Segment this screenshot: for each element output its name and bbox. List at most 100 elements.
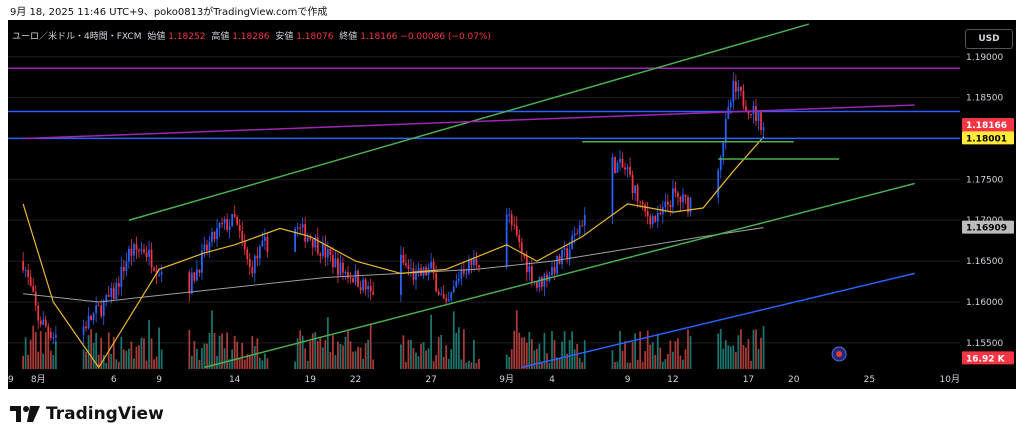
volume-bar <box>659 347 662 369</box>
price-tick-label: 1.15500 <box>966 339 1003 349</box>
candle-body <box>228 225 231 230</box>
volume-bar <box>614 361 616 369</box>
volume-bar <box>684 349 687 369</box>
time-tick-label: 9月 <box>499 374 514 385</box>
volume-bar <box>42 353 45 369</box>
candle-body <box>641 202 644 205</box>
candle-body <box>251 267 254 274</box>
candle-body <box>417 268 420 271</box>
volume-bar <box>264 353 266 369</box>
volume-bar <box>39 331 42 369</box>
candle-body <box>231 214 234 226</box>
volume-bar <box>460 359 463 369</box>
candle-body <box>223 218 226 224</box>
volume-bar <box>742 345 745 369</box>
candle-body <box>49 331 52 338</box>
candle-body <box>120 266 123 287</box>
event-marker-dot <box>836 351 843 357</box>
candle-body <box>541 277 543 287</box>
volume-bar <box>54 341 57 369</box>
volume-bar <box>641 361 644 369</box>
candle-body <box>465 273 468 275</box>
currency-button[interactable]: USD <box>965 29 1013 49</box>
candle-body <box>206 244 208 251</box>
candle-body <box>311 239 314 248</box>
candle-body <box>530 266 533 283</box>
volume-bar <box>211 310 213 369</box>
candle-body <box>138 249 140 252</box>
volume-bar <box>221 333 223 369</box>
candle-body <box>362 279 364 291</box>
price-axis-scale[interactable]: 1.190001.185001.180001.175001.170001.165… <box>960 20 1016 369</box>
volume-bar <box>294 361 296 369</box>
candle-body <box>732 81 735 103</box>
volume-bar <box>112 336 115 369</box>
candle-body <box>460 270 463 279</box>
volume-bar <box>422 342 425 369</box>
volume-bar <box>440 334 443 369</box>
price-axis[interactable]: 1.190001.185001.180001.175001.170001.165… <box>960 20 1016 369</box>
volume-bar <box>644 351 647 369</box>
volume-bar <box>664 359 667 369</box>
volume-bar <box>105 362 108 369</box>
candle-body <box>221 223 223 225</box>
volume-bar <box>364 343 367 369</box>
candle-body <box>563 248 566 250</box>
chart-plot-area[interactable] <box>8 20 960 369</box>
legend-open-label: 始値 <box>147 32 166 42</box>
volume-bar <box>750 360 752 369</box>
volume-bar <box>450 349 453 369</box>
candle-body <box>372 291 375 295</box>
candle-body <box>112 288 115 300</box>
volume-bar <box>631 342 634 369</box>
volume-bar <box>130 341 133 369</box>
candle-body <box>246 249 249 260</box>
candle-body <box>410 268 412 270</box>
volume-bar <box>138 345 140 369</box>
candle-body <box>729 102 732 107</box>
candle-body <box>639 201 642 203</box>
candle-body <box>95 305 98 314</box>
volume-bar <box>430 314 432 369</box>
candle-body <box>400 254 402 295</box>
volume-bar <box>306 360 309 369</box>
legend-close-label: 終値 <box>339 32 358 42</box>
candle-body <box>42 319 45 325</box>
candle-body <box>468 259 470 274</box>
time-tick-label: 19 <box>304 375 316 385</box>
candle-body <box>583 215 586 226</box>
tradingview-logo-icon <box>10 406 40 422</box>
volume-bar <box>634 333 636 369</box>
volume-bar <box>515 310 518 369</box>
volume-bar <box>510 349 513 369</box>
time-tick-label: 12 <box>667 375 678 385</box>
time-axis[interactable]: 9 8月 6 9 14 19 22 27 9月 4 9 12 17 20 25 10月 <box>8 369 1016 389</box>
time-tick-label: 10月 <box>940 374 960 385</box>
price-tick-label: 1.19000 <box>966 53 1003 63</box>
volume-bar <box>150 338 153 369</box>
candle-body <box>135 244 138 250</box>
candle-body <box>442 294 445 299</box>
volume-bar <box>442 356 445 369</box>
time-tick-label: 9 <box>156 375 162 385</box>
volume-bar <box>523 337 526 369</box>
volume-bar <box>478 358 480 369</box>
time-tick-label: 6 <box>111 375 117 385</box>
volume-bar <box>687 329 689 369</box>
candle-body <box>745 106 747 112</box>
candle-body <box>717 170 720 198</box>
candle-body <box>513 224 516 226</box>
candle-body <box>757 112 760 121</box>
candle-body <box>616 162 619 173</box>
time-axis-scale[interactable]: 9 8月 6 9 14 19 22 27 9月 4 9 12 17 20 25 10月 <box>8 369 1016 389</box>
volume-bar <box>412 348 415 369</box>
volume-bar <box>415 352 417 369</box>
candle-body <box>208 241 211 251</box>
volume-bar <box>437 337 440 369</box>
candle-body <box>332 254 334 268</box>
volume-bar <box>468 360 470 369</box>
volume-bar <box>115 359 118 369</box>
candle-body <box>326 249 329 258</box>
price-chart[interactable] <box>8 20 960 369</box>
candle-body <box>44 319 47 327</box>
